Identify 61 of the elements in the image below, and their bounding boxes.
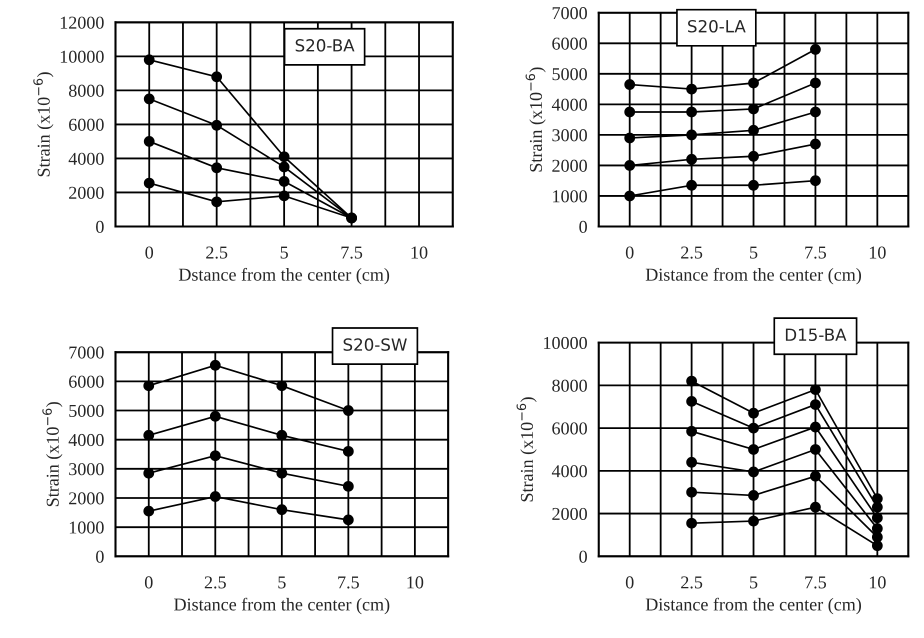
x-tick-label: 10 <box>412 246 428 259</box>
x-axis-title: Distance from the center (cm) <box>174 598 390 614</box>
x-tick-label: 7.5 <box>805 246 826 259</box>
x-tick-label: 10 <box>870 576 886 588</box>
x-tick-label: 7.5 <box>805 576 826 589</box>
y-tick-label: 1000 <box>553 190 587 202</box>
y-tick-label: 4000 <box>552 98 587 111</box>
y-tick-label: 6000 <box>552 422 587 435</box>
x-axis-title: Distance from the center (cm) <box>646 268 862 284</box>
y-tick-label: 5000 <box>69 404 104 417</box>
x-tick-label: 0 <box>145 246 154 259</box>
text: D15-BA <box>786 328 846 342</box>
y-tick-label: 8000 <box>552 380 587 392</box>
y-tick-label: 3000 <box>552 129 587 142</box>
x-tick-label: 5 <box>280 246 288 259</box>
x-tick-label: 10 <box>407 576 424 588</box>
x-tick-label: 2.5 <box>204 576 226 589</box>
y-tick-label: 7000 <box>69 346 104 359</box>
y-tick-label: 5000 <box>552 68 587 80</box>
x-tick-label: 0 <box>626 246 634 259</box>
y-tick-label: 2000 <box>69 186 104 199</box>
x-tick-label: 0 <box>144 576 153 588</box>
x-tick-label: 7.5 <box>341 246 362 259</box>
x-tick-label: 7.5 <box>338 576 359 589</box>
x-axis-title: Dstance from the center (cm) <box>178 268 390 284</box>
y-tick-label: 2000 <box>69 492 104 504</box>
x-axis-title: Distance from the center (cm) <box>646 598 862 614</box>
x-tick-label: 10 <box>870 246 886 259</box>
annotation: S20-BA <box>296 39 354 52</box>
y-tick-label: 4000 <box>68 152 104 165</box>
y-tick-label: 7000 <box>552 7 587 20</box>
y-tick-label: 8000 <box>68 84 104 97</box>
y-tick-label: 6000 <box>69 118 104 131</box>
y-tick-label: 0 <box>579 550 587 563</box>
y-axis-title: Strain (x10$^{−6}$) <box>33 72 54 176</box>
y-tick-label: 4000 <box>552 465 587 478</box>
x-tick-label: 2.5 <box>681 576 702 589</box>
y-tick-label: 6000 <box>552 38 587 50</box>
y-tick-label: 1000 <box>70 521 104 534</box>
y-tick-label: 10000 <box>544 336 587 350</box>
x-tick-label: 2.5 <box>681 246 702 259</box>
y-tick-label: 4000 <box>68 434 104 446</box>
y-tick-label: 2000 <box>552 508 587 520</box>
y-tick-label: 0 <box>96 550 104 563</box>
x-tick-label: 5 <box>750 576 758 588</box>
y-tick-label: 0 <box>579 220 587 233</box>
y-axis-title: Strain (x10$^{−6}$) <box>526 67 546 172</box>
y-tick-label: 0 <box>96 220 104 233</box>
y-axis-title: Strain (x10$^{−6}$) <box>516 397 537 502</box>
y-tick-label: 3000 <box>69 463 104 476</box>
y-tick-label: 12000 <box>60 16 104 29</box>
text: S20-SW <box>344 338 407 351</box>
y-axis-title: Strain (x10$^{−6}$) <box>42 402 62 506</box>
y-tick-label: 10000 <box>60 50 104 63</box>
x-tick-label: 2.5 <box>206 246 228 259</box>
y-tick-label: 6000 <box>69 376 104 388</box>
x-tick-label: 5 <box>278 576 286 588</box>
x-tick-label: 0 <box>626 576 634 588</box>
x-tick-label: 5 <box>750 246 758 259</box>
annotation: S20-LA <box>688 20 746 33</box>
y-tick-label: 2000 <box>552 160 587 172</box>
